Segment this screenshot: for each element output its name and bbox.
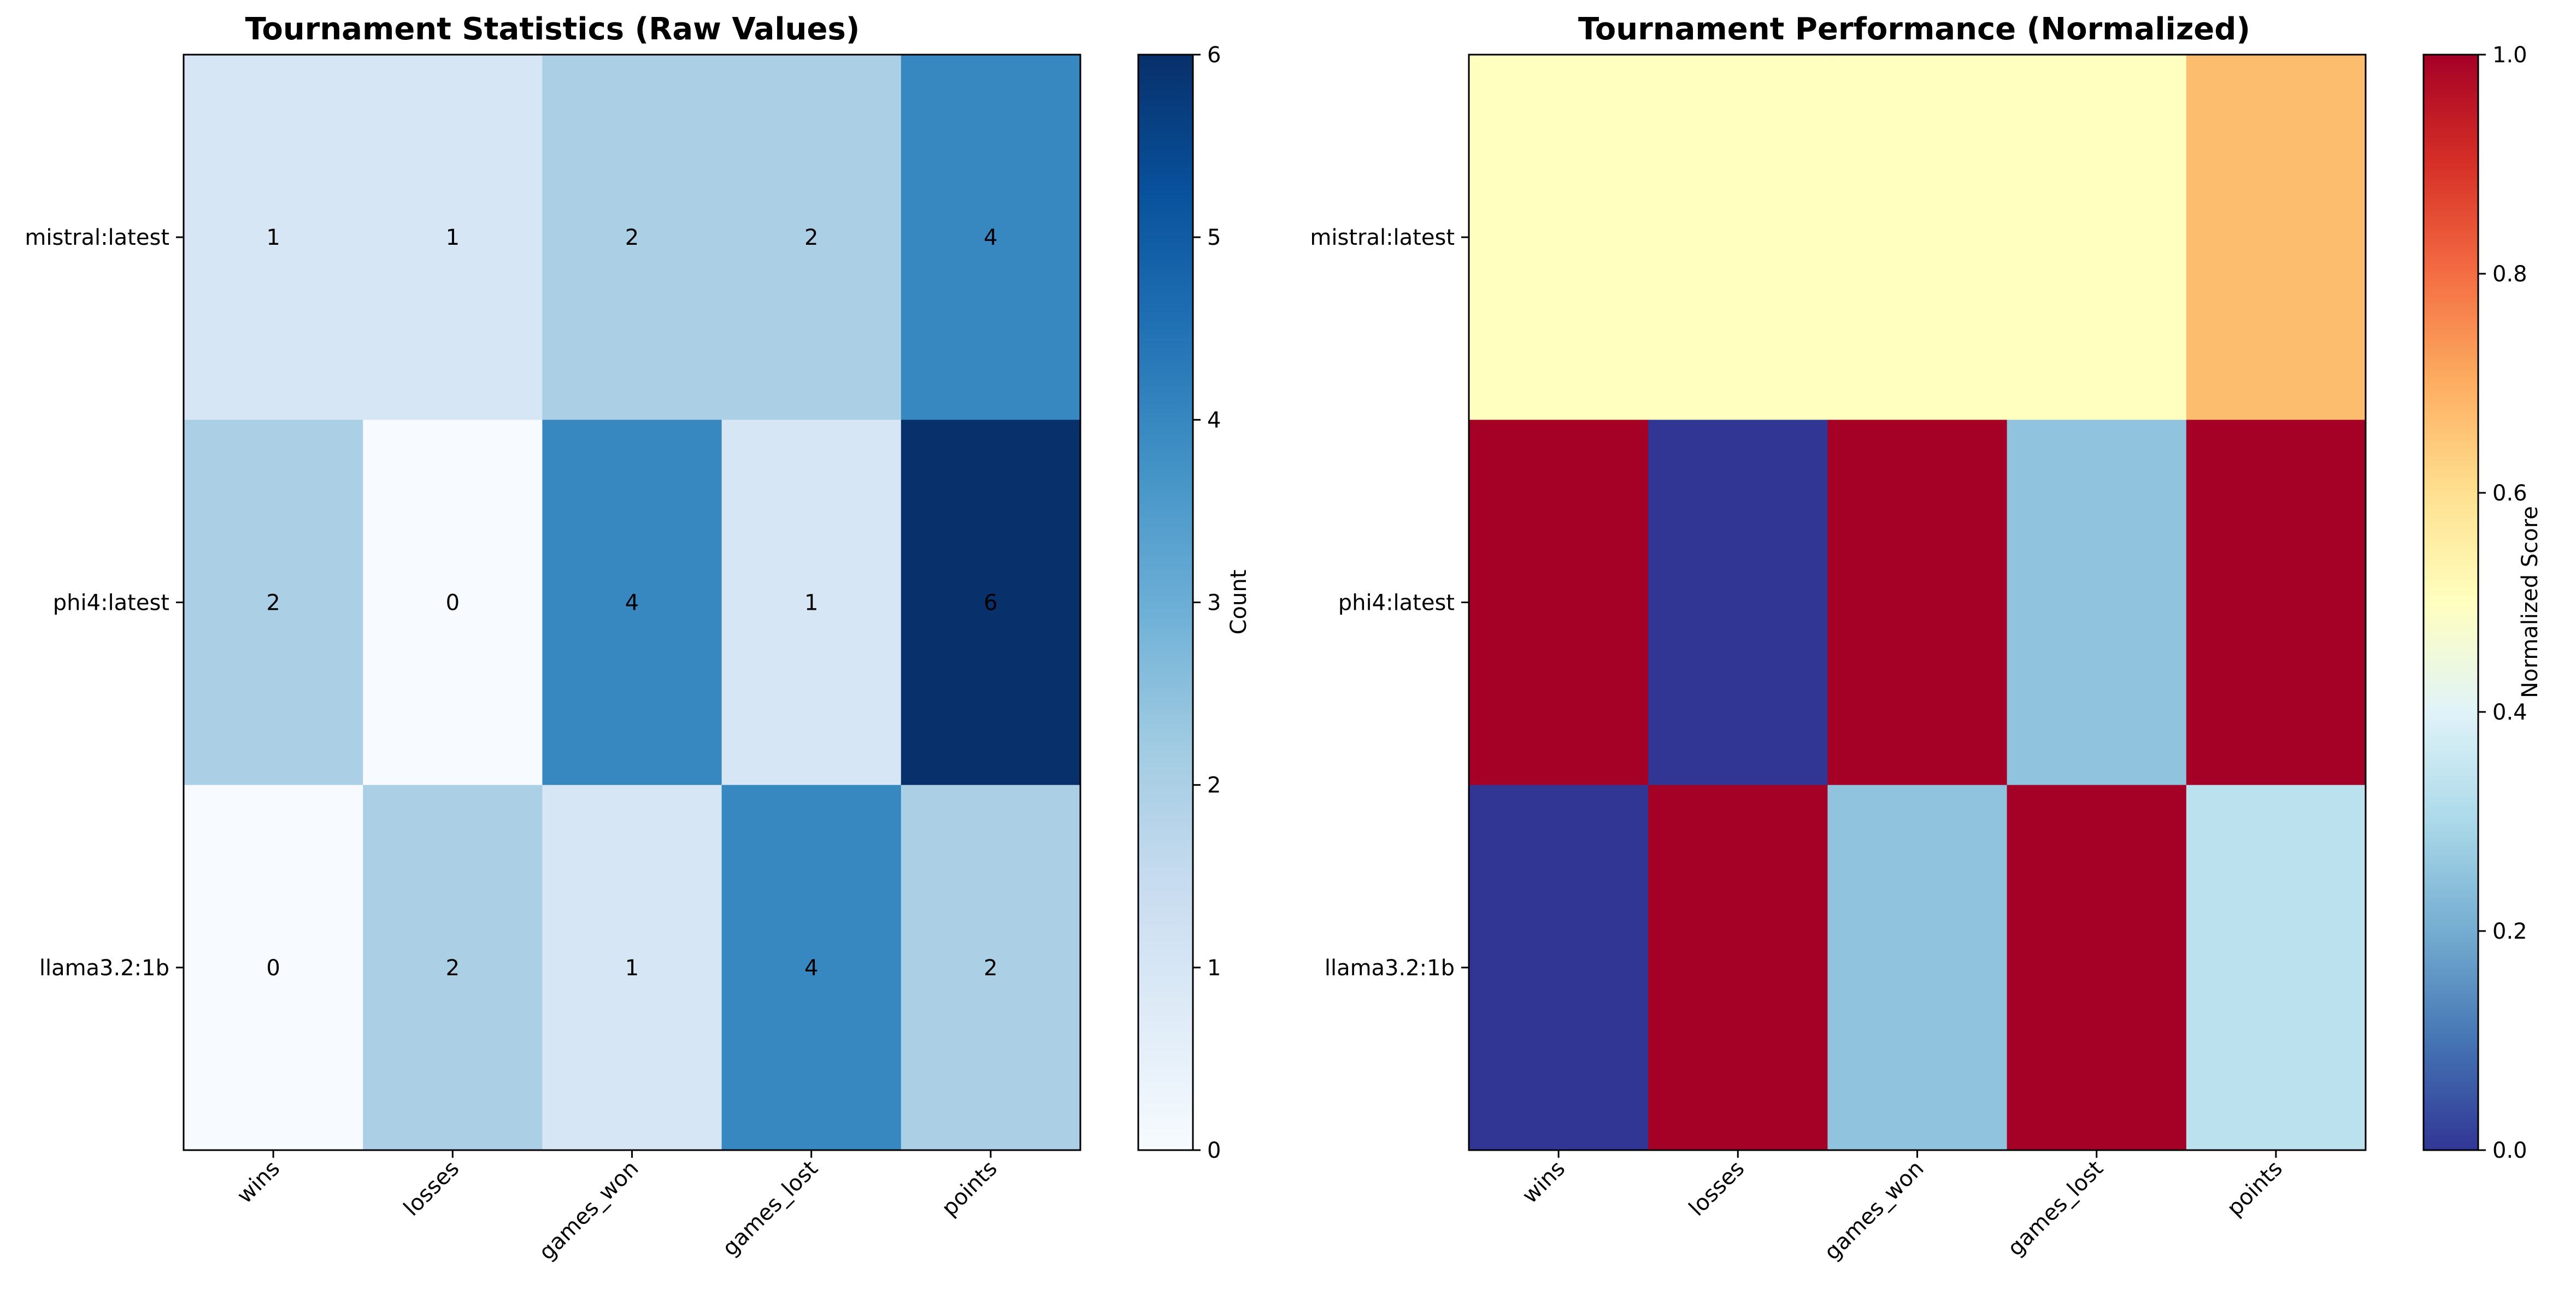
raw-column-labels: wins losses games_won games_lost points [232, 1150, 1002, 1265]
raw-cell-0-2 [542, 55, 722, 420]
raw-cell-label-1-1: 0 [446, 591, 460, 616]
raw-cell-label-2-2: 1 [625, 956, 639, 981]
raw-colorbar: 0 1 2 3 4 5 6 Count [1137, 43, 1251, 1163]
normalized-colorbar-tick-label: 0.8 [2492, 262, 2527, 287]
raw-cell-label-2-1: 2 [446, 956, 460, 981]
raw-cell-2-4 [901, 785, 1081, 1151]
raw-colorbar-tick-label: 0 [1207, 1138, 1221, 1163]
raw-colorbar-tick-label: 6 [1207, 43, 1221, 68]
raw-cell-0-4 [901, 55, 1081, 420]
raw-column-label: games_won [534, 1156, 644, 1265]
raw-colorbar-tick-label: 4 [1207, 408, 1221, 433]
normalized-column-label: points [2222, 1156, 2287, 1221]
raw-cell-label-0-2: 2 [625, 225, 639, 250]
raw-row-labels: mistral:latest phi4:latest llama3.2:1b [25, 225, 184, 981]
normalized-column-label: games_won [1820, 1156, 1929, 1265]
normalized-cell-0-2 [1827, 55, 2008, 420]
normalized-cell-1-4 [2186, 420, 2366, 786]
raw-cell-2-3 [721, 785, 902, 1151]
normalized-cell-1-2 [1827, 420, 2008, 786]
raw-cell-label-0-4: 4 [984, 225, 997, 250]
normalized-cell-0-0 [1469, 55, 1649, 420]
normalized-cell-2-3 [2007, 785, 2187, 1151]
raw-column-label: losses [399, 1156, 464, 1221]
normalized-panel: Tournament Performance (Normalized) mist… [1310, 11, 2543, 1265]
normalized-colorbar-tick-label: 0.4 [2492, 700, 2527, 725]
raw-cell-2-2 [542, 785, 722, 1151]
raw-row-label: mistral:latest [25, 225, 169, 250]
raw-cell-label-2-0: 0 [266, 956, 280, 981]
raw-cell-label-0-3: 2 [804, 225, 818, 250]
normalized-column-label: games_lost [2003, 1156, 2108, 1262]
normalized-colorbar-label: Normalized Score [2518, 506, 2543, 698]
normalized-cell-1-0 [1469, 420, 1649, 786]
raw-cell-1-1 [363, 420, 543, 786]
normalized-column-labels: wins losses games_won games_lost points [1518, 1150, 2287, 1265]
normalized-colorbar: 0.0 0.2 0.4 0.6 0.8 1.0 Normalized Score [2422, 43, 2543, 1163]
raw-colorbar-gradient [1137, 54, 1194, 1151]
normalized-cell-2-1 [1648, 785, 1828, 1151]
raw-cell-2-0 [184, 785, 363, 1151]
raw-cell-label-0-1: 1 [446, 225, 460, 250]
normalized-cell-0-1 [1648, 55, 1828, 420]
raw-cell-0-0 [184, 55, 363, 420]
normalized-colorbar-tick-label: 0.0 [2492, 1138, 2527, 1163]
raw-cell-label-1-0: 2 [266, 591, 280, 616]
normalized-cell-2-0 [1469, 785, 1649, 1151]
normalized-colorbar-tick-label: 0.2 [2492, 919, 2527, 944]
raw-row-label: llama3.2:1b [39, 956, 169, 981]
raw-chart-title: Tournament Statistics (Raw Values) [245, 11, 860, 47]
normalized-colorbar-tick-label: 1.0 [2492, 43, 2527, 68]
normalized-cell-2-2 [1827, 785, 2008, 1151]
normalized-colorbar-ticks: 0.0 0.2 0.4 0.6 0.8 1.0 [2478, 43, 2527, 1163]
raw-cell-0-3 [721, 55, 902, 420]
raw-cell-label-1-4: 6 [984, 591, 997, 616]
raw-cell-1-2 [542, 420, 722, 786]
normalized-colorbar-tick-label: 0.6 [2492, 481, 2527, 506]
raw-cell-1-3 [721, 420, 902, 786]
raw-colorbar-tick-label: 1 [1207, 956, 1221, 981]
normalized-chart-title: Tournament Performance (Normalized) [1578, 11, 2250, 47]
raw-colorbar-tick-label: 2 [1207, 773, 1221, 798]
raw-row-label: phi4:latest [53, 591, 169, 616]
raw-colorbar-label: Count [1226, 570, 1251, 635]
raw-cell-label-1-3: 1 [804, 591, 818, 616]
normalized-row-labels: mistral:latest phi4:latest llama3.2:1b [1310, 225, 1469, 981]
raw-cell-0-1 [363, 55, 543, 420]
normalized-heatmap-cells [1469, 55, 2366, 1151]
raw-colorbar-tick-label: 5 [1207, 225, 1221, 250]
normalized-column-label: losses [1684, 1156, 1749, 1221]
raw-column-label: wins [232, 1156, 285, 1209]
normalized-cell-1-1 [1648, 420, 1828, 786]
normalized-cell-2-4 [2186, 785, 2366, 1151]
normalized-row-label: mistral:latest [1310, 225, 1455, 250]
raw-cell-2-1 [363, 785, 543, 1151]
raw-cell-1-0 [184, 420, 363, 786]
raw-cell-label-0-0: 1 [266, 225, 280, 250]
raw-column-label: points [937, 1156, 1002, 1221]
raw-values-panel: Tournament Statistics (Raw Values) 1 1 2 2 4… [25, 11, 1251, 1265]
normalized-colorbar-gradient [2422, 54, 2479, 1151]
raw-heatmap-cells: 1 1 2 2 4 2 0 4 1 6 0 2 1 4 2 [184, 55, 1081, 1151]
normalized-cell-0-4 [2186, 55, 2366, 420]
raw-cell-label-2-3: 4 [804, 956, 818, 981]
raw-cell-1-4 [901, 420, 1081, 786]
raw-colorbar-ticks: 0 1 2 3 4 5 6 [1193, 43, 1221, 1163]
normalized-row-label: llama3.2:1b [1325, 956, 1455, 981]
normalized-row-label: phi4:latest [1338, 591, 1455, 616]
normalized-cell-0-3 [2007, 55, 2187, 420]
normalized-column-label: wins [1518, 1156, 1570, 1209]
raw-column-label: games_lost [717, 1156, 823, 1262]
raw-colorbar-tick-label: 3 [1207, 591, 1221, 616]
raw-cell-label-2-4: 2 [984, 956, 997, 981]
raw-cell-label-1-2: 4 [625, 591, 639, 616]
normalized-cell-1-3 [2007, 420, 2187, 786]
